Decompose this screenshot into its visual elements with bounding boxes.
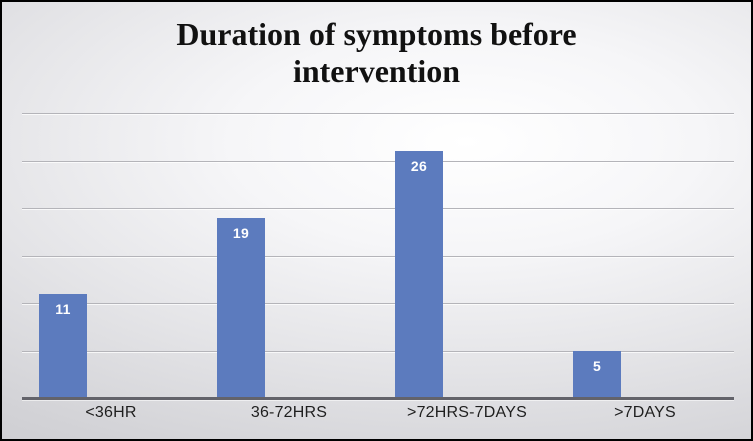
gridline xyxy=(22,208,734,209)
x-axis-tick-label: >7DAYS xyxy=(614,404,676,421)
bar-value-label: 26 xyxy=(410,158,428,174)
bar: 11 xyxy=(39,293,87,397)
bar: 5 xyxy=(573,350,621,397)
gridline xyxy=(22,255,734,257)
gridline xyxy=(22,350,734,352)
bar-value-label: 19 xyxy=(232,224,250,241)
x-axis-line xyxy=(22,397,734,400)
bar-value-label: 11 xyxy=(55,300,71,317)
x-axis-tick-label: >72HRS-7DAYS xyxy=(407,404,527,421)
gridline xyxy=(22,303,734,304)
bar: 26 xyxy=(395,151,443,397)
bar: 19 xyxy=(217,217,265,397)
x-axis-tick-label: <36HR xyxy=(85,404,137,421)
bar-value-label: 5 xyxy=(592,357,602,374)
gridline xyxy=(22,160,734,162)
x-axis-tick-label: 36-72HRS xyxy=(250,404,328,421)
gridline xyxy=(22,113,734,114)
chart-title: Duration of symptoms before intervention xyxy=(176,16,577,89)
